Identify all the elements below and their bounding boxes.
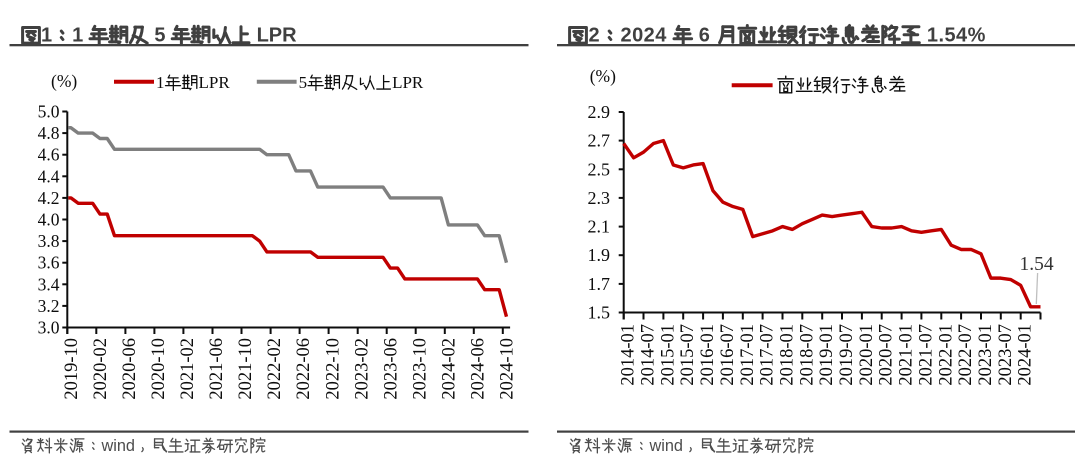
svg-text:1.54: 1.54 [1020, 254, 1054, 275]
svg-text:3.2: 3.2 [38, 296, 60, 316]
svg-text:2021-01: 2021-01 [897, 324, 917, 386]
svg-text:2.7: 2.7 [588, 131, 611, 151]
svg-text:(%): (%) [51, 71, 77, 91]
svg-text:2016-01: 2016-01 [698, 324, 718, 386]
svg-text:2020-02: 2020-02 [91, 338, 111, 400]
svg-text:3.8: 3.8 [38, 231, 60, 251]
svg-text:2018-07: 2018-07 [797, 324, 817, 386]
svg-text:2020-06: 2020-06 [120, 338, 140, 400]
svg-text:2021-02: 2021-02 [178, 338, 198, 400]
svg-text:4.6: 4.6 [38, 145, 60, 165]
svg-text:3.4: 3.4 [38, 274, 60, 294]
svg-text:2014-01: 2014-01 [619, 324, 639, 386]
svg-text:LPR: LPR [392, 73, 424, 92]
svg-text:2017-07: 2017-07 [758, 324, 778, 386]
svg-text:6: 6 [699, 25, 711, 47]
svg-text:2023-02: 2023-02 [352, 338, 372, 400]
svg-text:2024-01: 2024-01 [1016, 324, 1036, 386]
svg-text:1: 1 [41, 25, 52, 47]
svg-text:2018-01: 2018-01 [778, 324, 798, 386]
svg-text:2015-07: 2015-07 [678, 324, 698, 386]
svg-text:1.7: 1.7 [588, 274, 611, 294]
svg-text:LPR: LPR [257, 25, 298, 47]
svg-text:2016-07: 2016-07 [718, 324, 738, 386]
svg-text:2017-01: 2017-01 [738, 324, 758, 386]
svg-text:1.54%: 1.54% [927, 25, 986, 47]
svg-text:2022-02: 2022-02 [265, 338, 285, 400]
svg-text:5: 5 [154, 25, 165, 47]
svg-text:2023-07: 2023-07 [996, 324, 1016, 386]
svg-text:2019-07: 2019-07 [837, 324, 857, 386]
svg-text:2024-10: 2024-10 [498, 338, 518, 400]
svg-text:2021-10: 2021-10 [236, 338, 256, 400]
svg-text:2: 2 [589, 25, 601, 47]
svg-text:2023-10: 2023-10 [410, 338, 430, 400]
svg-text:4.4: 4.4 [38, 166, 60, 186]
svg-text:2023-01: 2023-01 [976, 324, 996, 386]
svg-text:4.2: 4.2 [38, 188, 60, 208]
svg-text:1: 1 [156, 73, 165, 92]
svg-text:1: 1 [72, 25, 83, 47]
svg-text:2024-02: 2024-02 [439, 338, 459, 400]
svg-text:2022-06: 2022-06 [294, 338, 314, 400]
svg-text:2014-07: 2014-07 [639, 324, 659, 386]
svg-text:2020-10: 2020-10 [149, 338, 169, 400]
svg-text:2022-01: 2022-01 [936, 324, 956, 386]
svg-text:4.8: 4.8 [38, 123, 60, 143]
svg-text:2.3: 2.3 [588, 188, 611, 208]
svg-text:2021-07: 2021-07 [916, 324, 936, 386]
svg-text:2023-06: 2023-06 [381, 338, 401, 400]
svg-text:2022-07: 2022-07 [956, 324, 976, 386]
svg-text:2024: 2024 [621, 25, 668, 47]
svg-text:2.1: 2.1 [588, 217, 611, 237]
svg-text:2024-06: 2024-06 [468, 338, 488, 400]
svg-text:2015-01: 2015-01 [658, 324, 678, 386]
svg-text:2021-06: 2021-06 [207, 338, 227, 400]
svg-text:2022-10: 2022-10 [323, 338, 343, 400]
svg-text:3.0: 3.0 [38, 318, 60, 338]
svg-text:2019-10: 2019-10 [62, 338, 82, 400]
svg-text:4.0: 4.0 [38, 210, 60, 230]
svg-text:1.9: 1.9 [588, 245, 611, 265]
svg-text:5: 5 [299, 73, 308, 92]
svg-text:3.6: 3.6 [38, 253, 60, 273]
svg-text:wind: wind [101, 437, 136, 455]
svg-text:2.9: 2.9 [588, 102, 611, 122]
svg-text:2020-01: 2020-01 [857, 324, 877, 386]
svg-text:2019-01: 2019-01 [817, 324, 837, 386]
svg-text:(%): (%) [590, 66, 616, 86]
svg-text:5.0: 5.0 [38, 102, 60, 122]
svg-text:wind: wind [649, 437, 684, 455]
svg-text:2020-07: 2020-07 [877, 324, 897, 386]
svg-text:1.5: 1.5 [588, 303, 611, 323]
svg-text:LPR: LPR [199, 73, 231, 92]
svg-text:2.5: 2.5 [588, 159, 611, 179]
